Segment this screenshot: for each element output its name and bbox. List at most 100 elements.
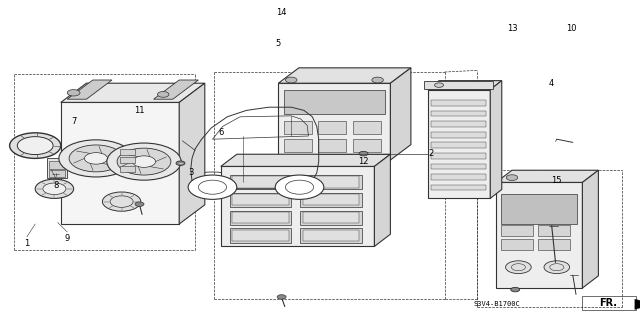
Polygon shape bbox=[221, 166, 374, 246]
Bar bbox=[284, 90, 385, 114]
Circle shape bbox=[43, 183, 66, 195]
Bar bbox=[232, 194, 289, 205]
Circle shape bbox=[372, 77, 383, 83]
Bar bbox=[431, 100, 486, 106]
Polygon shape bbox=[278, 83, 390, 160]
Polygon shape bbox=[496, 170, 598, 182]
Bar bbox=[501, 239, 533, 250]
Bar bbox=[232, 230, 289, 241]
Bar bbox=[300, 175, 362, 189]
Bar bbox=[431, 132, 486, 138]
Polygon shape bbox=[428, 90, 490, 198]
Bar bbox=[47, 158, 67, 178]
Circle shape bbox=[435, 83, 444, 87]
Polygon shape bbox=[221, 154, 390, 166]
Polygon shape bbox=[496, 182, 582, 288]
Circle shape bbox=[69, 145, 123, 172]
Text: 5: 5 bbox=[276, 39, 281, 48]
Bar bbox=[230, 175, 291, 189]
Text: 1: 1 bbox=[24, 239, 29, 248]
Bar bbox=[501, 225, 533, 236]
Circle shape bbox=[359, 151, 368, 156]
Circle shape bbox=[10, 133, 61, 158]
Circle shape bbox=[511, 287, 520, 292]
Bar bbox=[49, 170, 65, 177]
Bar bbox=[300, 228, 362, 243]
Circle shape bbox=[506, 261, 531, 274]
Text: 3: 3 bbox=[188, 168, 193, 177]
Bar bbox=[431, 174, 486, 180]
Circle shape bbox=[117, 148, 171, 175]
Bar bbox=[120, 149, 135, 155]
Bar bbox=[501, 194, 577, 224]
Polygon shape bbox=[490, 81, 502, 198]
Circle shape bbox=[188, 175, 237, 199]
Polygon shape bbox=[635, 299, 640, 309]
Bar bbox=[230, 211, 291, 225]
FancyBboxPatch shape bbox=[582, 296, 636, 310]
Text: 12: 12 bbox=[358, 157, 369, 166]
Circle shape bbox=[544, 261, 570, 274]
Text: 11: 11 bbox=[134, 106, 145, 115]
Bar bbox=[284, 139, 312, 152]
Polygon shape bbox=[67, 80, 112, 99]
Bar bbox=[120, 157, 135, 163]
Circle shape bbox=[17, 137, 53, 155]
Bar bbox=[49, 161, 65, 169]
Bar bbox=[120, 166, 135, 172]
Polygon shape bbox=[582, 170, 598, 288]
Bar bbox=[318, 139, 346, 152]
Bar bbox=[318, 121, 346, 134]
Text: 9: 9 bbox=[65, 234, 70, 243]
Bar bbox=[431, 111, 486, 116]
Bar bbox=[303, 212, 359, 223]
Polygon shape bbox=[390, 68, 411, 160]
Circle shape bbox=[506, 175, 518, 180]
Text: 14: 14 bbox=[276, 8, 287, 17]
Text: FR.: FR. bbox=[599, 298, 617, 308]
Circle shape bbox=[275, 175, 324, 199]
Text: 7: 7 bbox=[71, 117, 76, 126]
Polygon shape bbox=[61, 83, 205, 102]
Bar bbox=[300, 211, 362, 225]
Bar bbox=[424, 81, 493, 89]
Polygon shape bbox=[61, 102, 179, 224]
Bar bbox=[431, 164, 486, 169]
Circle shape bbox=[135, 202, 144, 206]
Circle shape bbox=[67, 90, 80, 96]
Bar bbox=[284, 121, 312, 134]
Bar bbox=[431, 185, 486, 190]
Bar bbox=[303, 230, 359, 241]
Bar bbox=[538, 225, 570, 236]
Bar bbox=[303, 194, 359, 205]
Bar bbox=[232, 176, 289, 188]
Bar bbox=[431, 142, 486, 148]
Bar bbox=[431, 121, 486, 127]
Polygon shape bbox=[374, 154, 390, 246]
Bar bbox=[538, 239, 570, 250]
Bar bbox=[300, 193, 362, 207]
Circle shape bbox=[157, 92, 169, 97]
Circle shape bbox=[59, 140, 133, 177]
Text: 2: 2 bbox=[429, 149, 434, 158]
Bar bbox=[431, 153, 486, 159]
Circle shape bbox=[35, 179, 74, 198]
Text: S3V4-B1700C: S3V4-B1700C bbox=[474, 301, 520, 307]
Text: 10: 10 bbox=[566, 24, 577, 33]
Polygon shape bbox=[278, 68, 411, 83]
Circle shape bbox=[84, 153, 108, 164]
Bar bbox=[230, 193, 291, 207]
Circle shape bbox=[132, 156, 156, 167]
Bar bbox=[353, 139, 381, 152]
Text: 15: 15 bbox=[552, 176, 562, 185]
Polygon shape bbox=[154, 80, 198, 99]
Bar bbox=[230, 228, 291, 243]
Text: 4: 4 bbox=[549, 79, 554, 88]
Text: 6: 6 bbox=[218, 128, 223, 137]
Circle shape bbox=[277, 295, 286, 299]
Circle shape bbox=[102, 192, 141, 211]
Circle shape bbox=[107, 143, 181, 180]
Circle shape bbox=[285, 77, 297, 83]
Polygon shape bbox=[428, 81, 502, 90]
Bar bbox=[303, 176, 359, 188]
